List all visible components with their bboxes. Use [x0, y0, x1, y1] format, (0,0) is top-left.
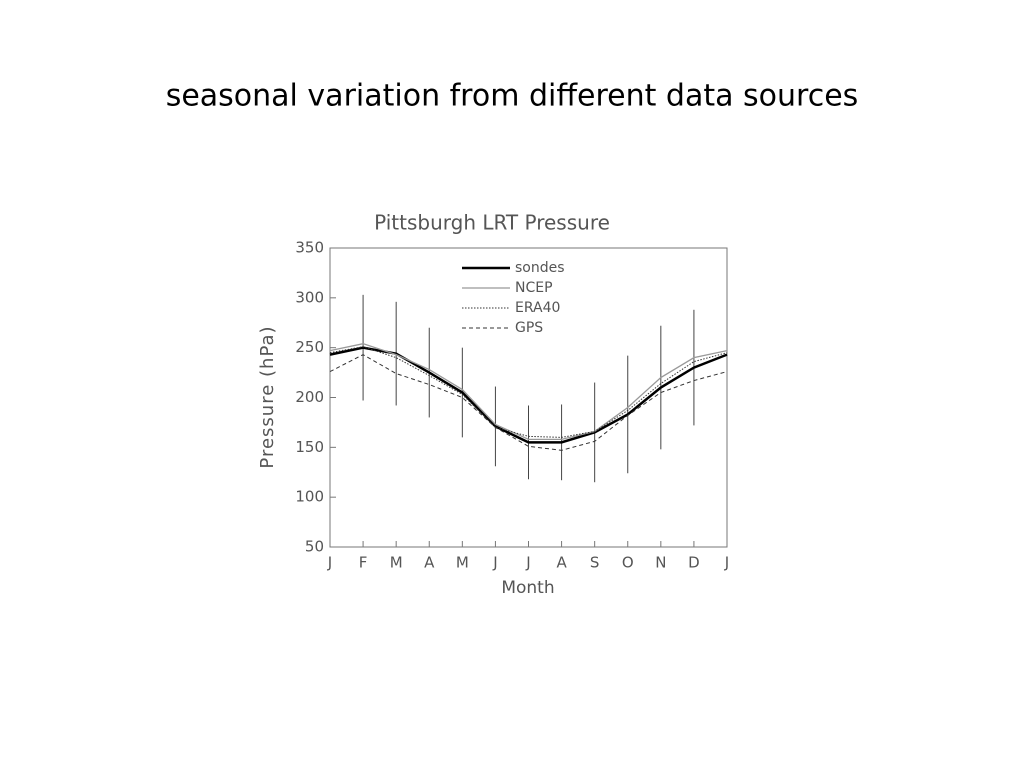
x-tick-label: J — [525, 554, 530, 572]
y-tick-label: 150 — [295, 438, 324, 456]
y-tick-label: 100 — [295, 488, 324, 506]
chart-title: Pittsburgh LRT Pressure — [374, 211, 610, 235]
series-line — [329, 343, 728, 441]
x-tick-label: A — [556, 554, 567, 572]
x-tick-label: N — [655, 554, 666, 572]
series-line — [329, 346, 728, 444]
x-tick-label: J — [724, 554, 729, 572]
x-tick-label: M — [456, 554, 469, 572]
y-tick-label: 200 — [295, 388, 324, 406]
legend-label: ERA40 — [515, 300, 560, 316]
x-axis-label: Month — [501, 578, 554, 598]
y-tick-label: 50 — [305, 538, 324, 556]
y-axis-label: Pressure (hPa) — [257, 325, 278, 468]
series-line — [329, 354, 728, 451]
series-line — [329, 346, 728, 438]
y-tick-label: 250 — [295, 338, 324, 356]
legend-label: sondes — [515, 260, 565, 276]
x-tick-label: O — [622, 554, 634, 572]
y-tick-label: 300 — [295, 288, 324, 306]
legend-label: GPS — [515, 320, 543, 336]
x-tick-label: F — [359, 554, 368, 572]
x-tick-label: A — [424, 554, 435, 572]
y-tick-label: 350 — [295, 239, 324, 257]
x-tick-label: J — [492, 554, 497, 572]
slide-title: seasonal variation from different data s… — [166, 79, 859, 114]
legend-label: NCEP — [515, 280, 553, 296]
x-tick-label: J — [327, 554, 332, 572]
x-tick-label: M — [390, 554, 403, 572]
x-tick-label: S — [590, 554, 600, 572]
x-tick-label: D — [688, 554, 700, 572]
